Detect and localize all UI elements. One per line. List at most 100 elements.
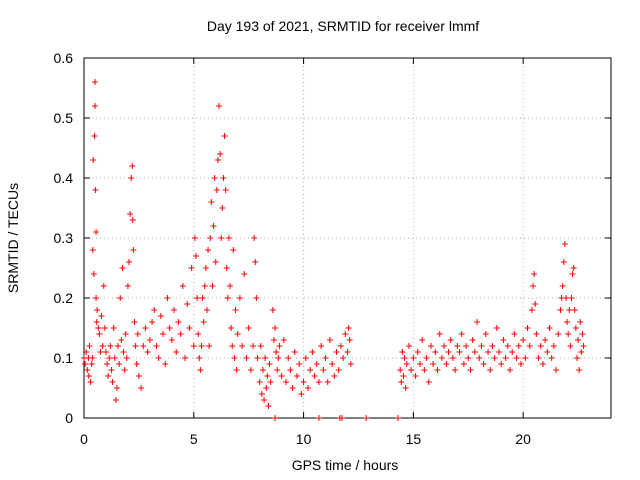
data-point (452, 367, 459, 373)
data-point (333, 349, 340, 355)
data-point (509, 349, 516, 355)
data-point (337, 343, 344, 349)
data-point (458, 331, 465, 337)
data-point (197, 367, 204, 373)
data-point (212, 259, 219, 265)
data-point (405, 343, 412, 349)
data-point (227, 283, 234, 289)
data-point (322, 355, 329, 361)
data-point (502, 355, 509, 361)
data-point (441, 343, 448, 349)
data-point (164, 295, 171, 301)
data-point (229, 343, 236, 349)
data-point (476, 355, 483, 361)
data-point (90, 271, 97, 277)
data-point (179, 283, 186, 289)
data-point (463, 343, 470, 349)
data-point (111, 355, 118, 361)
data-point (398, 379, 405, 385)
data-points (81, 79, 587, 421)
data-point (522, 355, 529, 361)
data-point (261, 397, 268, 403)
data-point (346, 337, 353, 343)
data-point (155, 355, 162, 361)
data-point (561, 241, 568, 247)
data-point (399, 349, 406, 355)
data-point (318, 343, 325, 349)
data-point (553, 367, 560, 373)
data-point (266, 361, 273, 367)
x-tick-label: 20 (515, 431, 531, 447)
data-point (110, 325, 117, 331)
data-point (88, 361, 95, 367)
data-point (92, 187, 99, 193)
chart-title: Day 193 of 2021, SRMTID for receiver lmm… (207, 18, 479, 34)
axis-ticks: 0 5 10 15 20 0 0.1 0.2 0.3 0.4 0.5 0.6 (54, 50, 611, 447)
data-point (138, 385, 145, 391)
data-point (251, 235, 258, 241)
data-point (95, 325, 102, 331)
data-point (537, 343, 544, 349)
data-point (202, 265, 209, 271)
data-point (307, 367, 314, 373)
data-point (576, 367, 583, 373)
data-point (272, 415, 279, 421)
data-point (408, 367, 415, 373)
data-point (107, 343, 114, 349)
data-point (171, 307, 178, 313)
data-point (117, 295, 124, 301)
data-point (313, 361, 320, 367)
data-point (578, 349, 585, 355)
data-point (425, 379, 432, 385)
data-point (130, 247, 137, 253)
data-point (146, 337, 153, 343)
data-point (191, 235, 198, 241)
data-point (304, 385, 311, 391)
data-point (579, 331, 586, 337)
data-point (434, 367, 441, 373)
data-point (498, 361, 505, 367)
data-point (91, 79, 98, 85)
x-tick-label: 5 (190, 431, 198, 447)
data-point (211, 175, 218, 181)
data-point (400, 373, 407, 379)
data-point (566, 307, 573, 313)
y-tick-label: 0.2 (54, 290, 74, 306)
x-tick-label: 15 (406, 431, 422, 447)
data-point (89, 247, 96, 253)
data-point (259, 367, 266, 373)
data-point (456, 349, 463, 355)
data-point (410, 355, 417, 361)
data-point (544, 349, 551, 355)
data-point (436, 331, 443, 337)
data-point (559, 283, 566, 289)
data-point (108, 367, 115, 373)
data-point (129, 163, 136, 169)
data-point (205, 247, 212, 253)
data-point (345, 325, 352, 331)
data-point (113, 385, 120, 391)
data-point (573, 355, 580, 361)
data-point (104, 361, 111, 367)
data-point (454, 343, 461, 349)
data-point (106, 355, 113, 361)
data-point (419, 337, 426, 343)
data-point (230, 247, 237, 253)
data-point (565, 331, 572, 337)
data-point (331, 373, 338, 379)
data-point (535, 355, 542, 361)
data-point (128, 175, 135, 181)
data-point (122, 331, 129, 337)
data-point (550, 343, 557, 349)
data-point (480, 361, 487, 367)
data-point (555, 331, 562, 337)
data-point (231, 355, 238, 361)
data-point (115, 343, 122, 349)
data-point (567, 343, 574, 349)
data-point (223, 265, 230, 271)
data-point (105, 373, 112, 379)
data-point (577, 319, 584, 325)
data-point (208, 199, 215, 205)
y-axis-title: SRMTID / TECUs (5, 183, 21, 293)
data-point (186, 325, 193, 331)
